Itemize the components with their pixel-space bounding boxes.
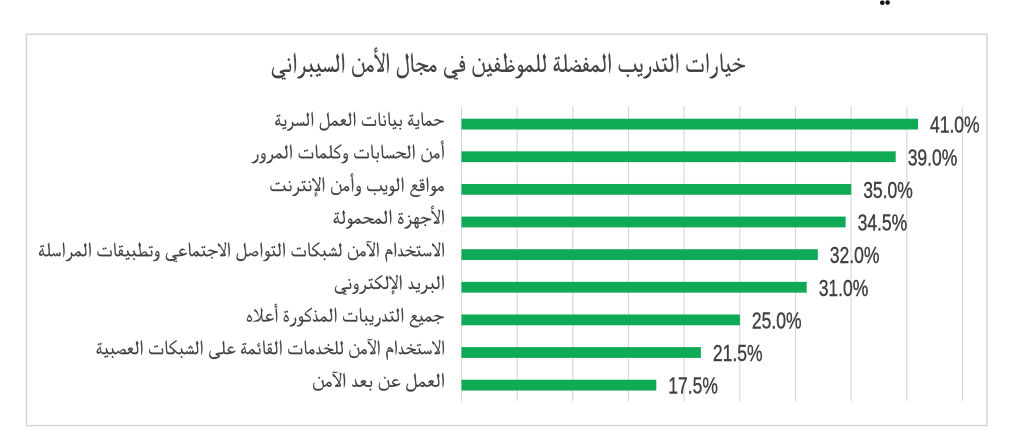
svg-text:31.0%: 31.0%	[819, 276, 869, 302]
svg-text:41.0%: 41.0%	[930, 112, 980, 138]
svg-text:17.5%: 17.5%	[668, 373, 718, 399]
svg-text:34.5%: 34.5%	[858, 210, 908, 236]
svg-text:21.5%: 21.5%	[713, 341, 763, 367]
svg-text:32.0%: 32.0%	[830, 243, 880, 269]
svg-text:39.0%: 39.0%	[908, 145, 958, 171]
svg-text:35.0%: 35.0%	[863, 178, 913, 204]
svg-text:25.0%: 25.0%	[752, 308, 802, 334]
